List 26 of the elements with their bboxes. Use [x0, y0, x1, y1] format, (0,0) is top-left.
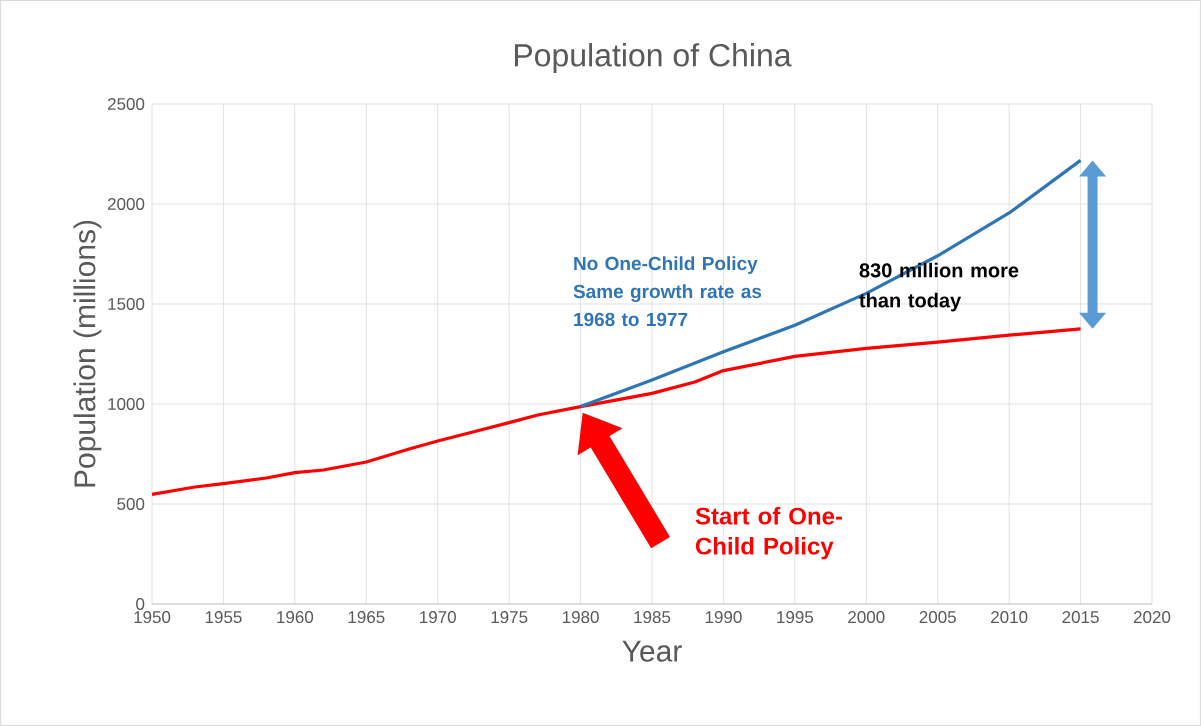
x-tick-label: 2020 [1133, 611, 1171, 624]
x-tick-label: 1950 [134, 611, 171, 624]
x-tick-label: 1960 [277, 611, 314, 624]
x-tick-label: 1965 [348, 611, 385, 624]
x-axis-title: Year [622, 640, 682, 662]
y-axis-title: Population (millions) [73, 220, 102, 487]
x-tick-label: 2015 [1062, 611, 1099, 624]
annotation: Start of One-Child Policy [695, 507, 842, 560]
x-tick-label: 1990 [705, 611, 742, 624]
x-tick-label: 1980 [562, 611, 599, 624]
x-tick-label: 1985 [634, 611, 671, 624]
x-tick-label: 2010 [991, 611, 1028, 624]
chart-title: Population of China [514, 43, 792, 73]
y-tick-label: 500 [117, 497, 145, 510]
y-tick-label: 2000 [107, 197, 145, 210]
y-tick-label: 0 [136, 597, 145, 610]
x-tick-label: 1955 [205, 611, 242, 624]
y-tick-label: 1500 [108, 297, 145, 310]
annotation: No One-Child Policy Same growth rate as 1968 to 1977 [573, 256, 762, 327]
y-tick-label: 1000 [108, 397, 145, 410]
x-tick-label: 1995 [777, 611, 814, 624]
x-tick-label: 2000 [848, 611, 885, 624]
x-tick-label: 1970 [420, 611, 456, 624]
x-tick-label: 1975 [491, 611, 528, 624]
x-tick-label: 2005 [919, 611, 956, 624]
y-tick-label: 2500 [107, 97, 145, 110]
